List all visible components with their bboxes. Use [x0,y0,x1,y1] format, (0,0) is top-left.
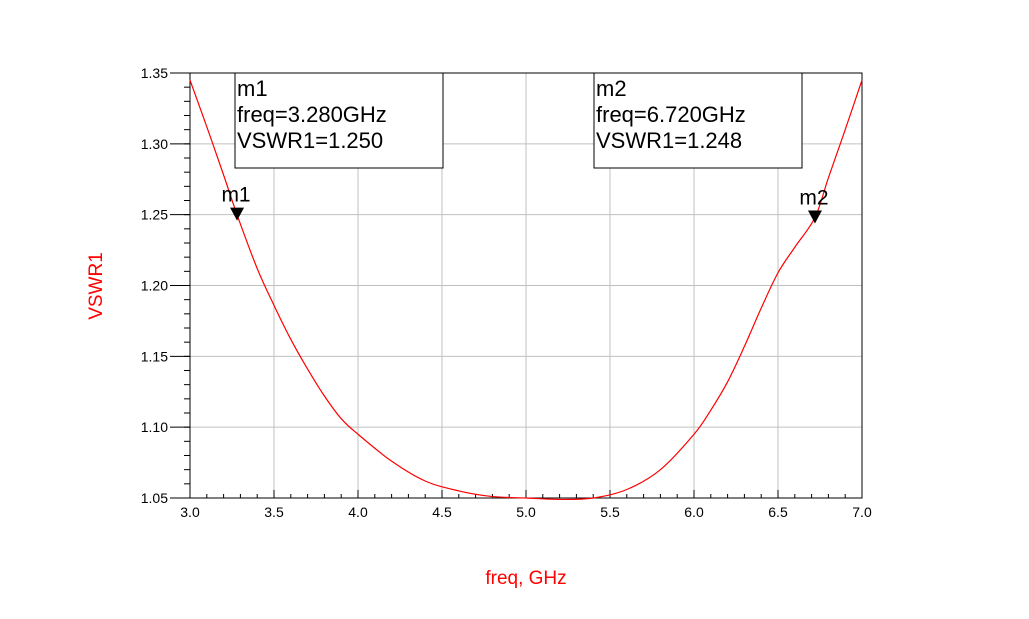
marker-readout-line: VSWR1=1.248 [596,128,742,153]
vswr-series-line [189,79,863,501]
x-tick-label: 4.5 [432,504,452,520]
marker-readout-box [234,72,444,169]
marker-readout-line: freq=3.280GHz [237,102,387,127]
marker-readout-line: m1 [237,76,268,101]
y-tick-label: 1.10 [141,419,168,435]
y-tick-label: 1.35 [141,65,168,81]
x-tick-label: 5.5 [600,504,620,520]
y-tick-label: 1.05 [141,490,168,506]
x-tick-label: 4.0 [348,504,368,520]
y-tick-label: 1.15 [141,348,168,364]
x-axis-title: freq, GHz [485,568,566,589]
minor-ticks [170,72,863,499]
marker-label: m1 [221,184,250,207]
y-axis-title: VSWR1 [86,252,107,320]
marker-readout-line: m2 [596,76,627,101]
marker-readout-box [593,72,803,169]
marker-label: m2 [799,187,828,210]
x-tick-label: 3.0 [180,504,200,520]
x-tick-label: 7.0 [852,504,872,520]
tick-labels: 3.0 3.5 4.0 4.5 5.0 5.5 6.0 6.5 7.0 1.05 1.10 1.15 1… [141,65,872,520]
markers: m1m1freq=3.280GHzVSWR1=1.250m2m2freq=6.7… [221,72,829,224]
y-tick-label: 1.20 [141,278,168,294]
x-tick-label: 5.0 [516,504,536,520]
marker-readout-line: freq=6.720GHz [596,102,746,127]
marker-triangle [807,210,822,224]
x-tick-label: 6.5 [768,504,788,520]
y-tick-label: 1.25 [141,207,168,223]
marker-readout-line: VSWR1=1.250 [237,128,383,153]
marker-triangle [230,207,245,221]
x-tick-label: 6.0 [684,504,704,520]
y-tick-label: 1.30 [141,136,168,152]
x-tick-label: 3.5 [264,504,284,520]
